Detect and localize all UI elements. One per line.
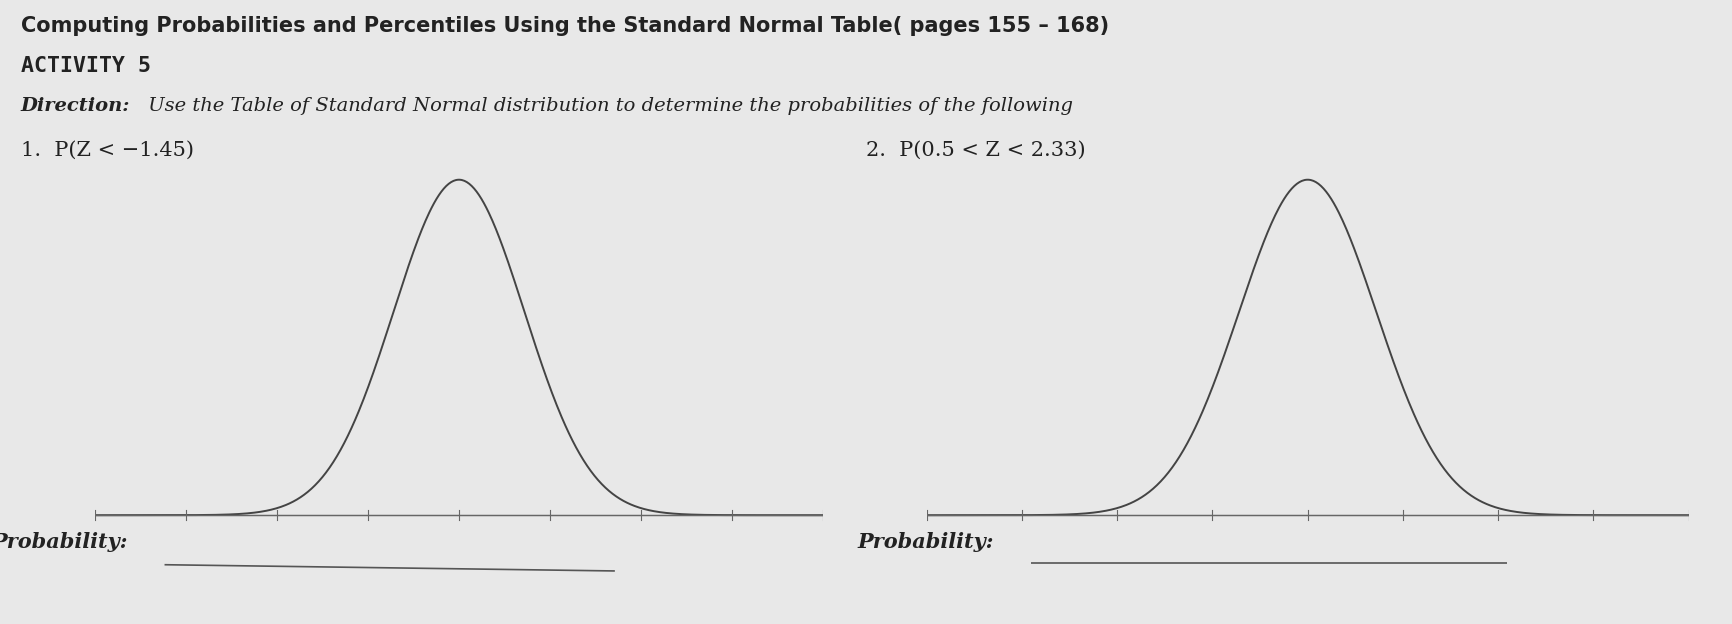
Text: Probability:: Probability: bbox=[857, 532, 994, 552]
Text: 2.  P(0.5 < Z < 2.33): 2. P(0.5 < Z < 2.33) bbox=[866, 140, 1086, 159]
Text: 1.  P(Z < −1.45): 1. P(Z < −1.45) bbox=[21, 140, 194, 159]
Text: ACTIVITY 5: ACTIVITY 5 bbox=[21, 56, 151, 76]
Text: Probability:: Probability: bbox=[0, 532, 128, 552]
Text: Use the Table of Standard Normal distribution to determine the probabilities of : Use the Table of Standard Normal distrib… bbox=[142, 97, 1074, 115]
Text: Direction:: Direction: bbox=[21, 97, 130, 115]
Text: Computing Probabilities and Percentiles Using the Standard Normal Table( pages 1: Computing Probabilities and Percentiles … bbox=[21, 16, 1108, 36]
